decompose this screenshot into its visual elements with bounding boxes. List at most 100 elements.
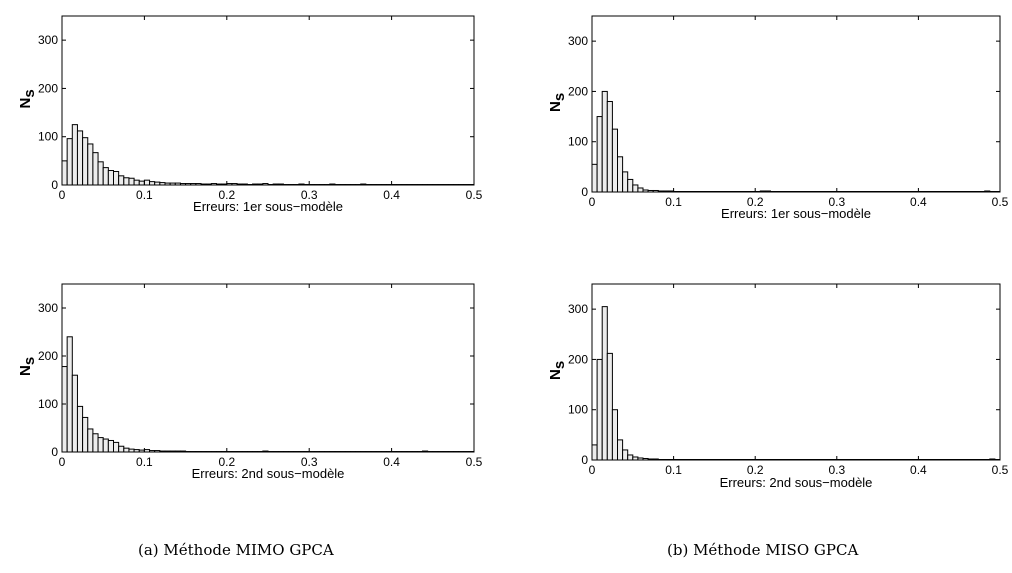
histogram-bar (612, 129, 617, 192)
x-axis-label: Erreurs: 1er sous−modèle (721, 206, 871, 221)
axes-frame (62, 16, 474, 185)
histogram-bar (108, 171, 113, 185)
x-tick-label: 0.5 (466, 188, 483, 202)
y-tick-label: 200 (38, 81, 58, 95)
histogram-bar (103, 439, 108, 452)
x-tick-label: 0.5 (992, 463, 1009, 477)
x-axis-label: Erreurs: 2nd sous−modèle (720, 475, 873, 490)
y-tick-label: 200 (38, 349, 58, 363)
x-axis-label: Erreurs: 2nd sous−modèle (192, 466, 345, 481)
x-tick-label: 0.5 (992, 195, 1009, 209)
histogram-bar (77, 406, 82, 452)
x-tick-label: 0 (589, 195, 596, 209)
histogram-bar (124, 448, 129, 452)
y-axis-label: Ns (547, 93, 568, 112)
x-tick-label: 0 (59, 188, 66, 202)
histogram-bar (72, 375, 77, 452)
axes-frame (62, 284, 474, 452)
y-tick-label: 100 (568, 135, 588, 149)
histogram-bar (108, 440, 113, 452)
x-tick-label: 0.1 (665, 463, 682, 477)
histogram-bar (124, 178, 129, 185)
histogram-bar (62, 367, 67, 452)
y-tick-label: 300 (38, 33, 58, 47)
histogram-bar (150, 182, 155, 185)
histogram-bar (592, 164, 597, 192)
histogram-bar (83, 417, 88, 452)
x-tick-label: 0 (589, 463, 596, 477)
histogram-bar (103, 168, 108, 185)
histogram-bar (638, 188, 643, 192)
histogram-bar (592, 445, 597, 460)
histogram-bar (119, 446, 124, 452)
histogram-bar (129, 178, 134, 185)
axes-frame (592, 16, 1000, 192)
histogram-bar (628, 179, 633, 192)
x-tick-label: 0.4 (910, 195, 927, 209)
x-tick-label: 0.4 (910, 463, 927, 477)
x-tick-label: 0.1 (136, 455, 153, 469)
histogram-bar (119, 176, 124, 185)
histogram-bar (597, 359, 602, 460)
histogram-bar (62, 161, 67, 185)
histogram-bar (597, 117, 602, 192)
x-tick-label: 0.1 (665, 195, 682, 209)
caption-miso: (b) Méthode MISO GPCA (667, 541, 858, 559)
histogram-bar (83, 138, 88, 185)
histogram-bar (77, 131, 82, 185)
histogram-bar (623, 172, 628, 192)
histogram-bar (72, 125, 77, 185)
histogram-bar (67, 139, 72, 185)
y-tick-label: 300 (568, 302, 588, 316)
x-axis-label: Erreurs: 1er sous−modèle (193, 199, 343, 214)
histogram-bar (67, 337, 72, 452)
histogram-bar (618, 157, 623, 192)
histogram-bar (633, 185, 638, 192)
axes-frame (592, 284, 1000, 460)
y-tick-label: 200 (568, 84, 588, 98)
histogram-bar (623, 450, 628, 460)
histogram-bar (114, 171, 119, 185)
y-tick-label: 0 (581, 453, 588, 467)
y-tick-label: 0 (51, 445, 58, 459)
y-tick-label: 200 (568, 352, 588, 366)
histogram-bar (602, 91, 607, 192)
y-tick-label: 100 (38, 130, 58, 144)
y-axis-label: Ns (17, 357, 38, 376)
x-tick-label: 0.1 (136, 188, 153, 202)
histogram-bar (139, 181, 144, 185)
y-axis-label: Ns (547, 361, 568, 380)
y-tick-label: 300 (38, 301, 58, 315)
histogram-bar (88, 429, 93, 452)
histogram-bar (93, 153, 98, 185)
y-tick-label: 100 (38, 397, 58, 411)
y-tick-label: 0 (581, 185, 588, 199)
histogram-bar (98, 438, 103, 452)
histogram-bar (607, 101, 612, 192)
x-tick-label: 0 (59, 455, 66, 469)
y-axis-label: Ns (17, 89, 38, 108)
y-tick-label: 300 (568, 34, 588, 48)
histogram-bar (88, 144, 93, 185)
histogram-bar (134, 180, 139, 185)
histogram-bar (602, 307, 607, 460)
histogram-bar (607, 353, 612, 460)
histogram-bar (114, 442, 119, 452)
histogram-bar (98, 162, 103, 185)
histogram-bar (628, 455, 633, 460)
histogram-bar (612, 410, 617, 460)
x-tick-label: 0.4 (383, 455, 400, 469)
histogram-bar (93, 434, 98, 452)
histogram-bar (618, 440, 623, 460)
y-tick-label: 0 (51, 178, 58, 192)
x-tick-label: 0.5 (466, 455, 483, 469)
caption-mimo: (a) Méthode MIMO GPCA (138, 541, 334, 559)
x-tick-label: 0.4 (383, 188, 400, 202)
y-tick-label: 100 (568, 403, 588, 417)
